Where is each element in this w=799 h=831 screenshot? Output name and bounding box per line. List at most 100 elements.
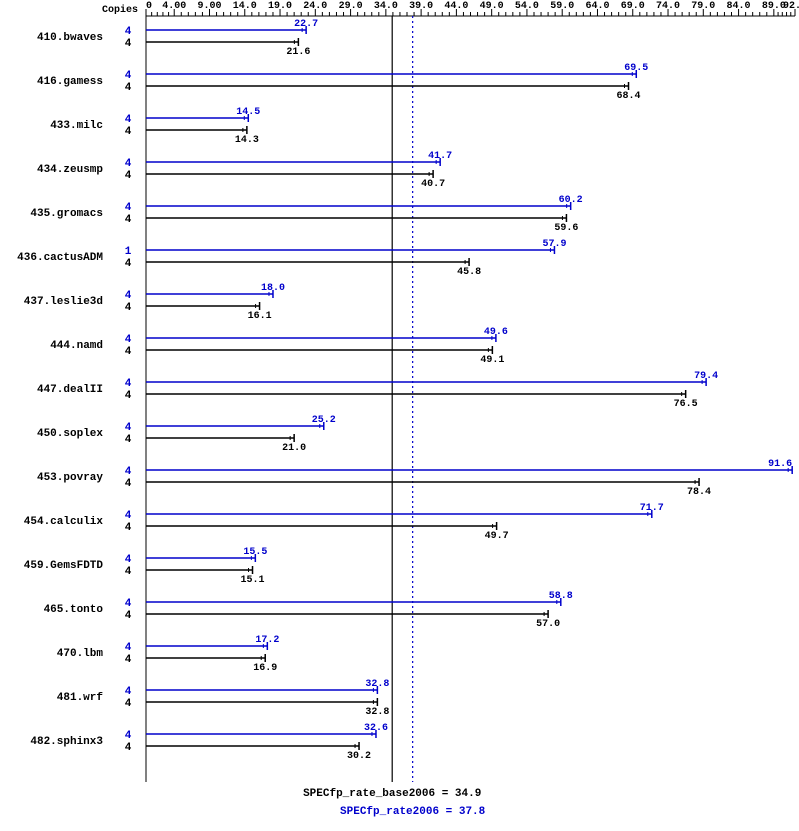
base-value: 15.1	[241, 575, 265, 586]
benchmark-label: 465.tonto	[44, 604, 104, 616]
peak-value: 32.8	[365, 679, 389, 690]
copies-header: Copies	[102, 4, 138, 16]
x-tick-label: 19.0	[268, 1, 292, 12]
x-tick-label: 92.0	[783, 1, 799, 12]
x-tick-label: 69.0	[621, 1, 645, 12]
benchmark-label: 450.soplex	[37, 428, 103, 440]
x-tick-label: 39.0	[409, 1, 433, 12]
copies-base: 4	[125, 478, 132, 490]
reference-label: SPECfp_rate2006 = 37.8	[340, 806, 486, 818]
x-tick-label: 74.0	[656, 1, 680, 12]
copies-peak: 4	[125, 334, 132, 346]
peak-value: 69.5	[624, 63, 648, 74]
peak-value: 71.7	[640, 503, 664, 514]
benchmark-label: 453.povray	[37, 472, 103, 484]
benchmark-label: 433.milc	[50, 120, 103, 132]
benchmark-label: 436.cactusADM	[17, 252, 103, 264]
benchmark-label: 410.bwaves	[37, 32, 103, 44]
copies-base: 4	[125, 390, 132, 402]
x-tick-label: 79.0	[691, 1, 715, 12]
peak-value: 17.2	[255, 635, 279, 646]
peak-value: 14.5	[236, 107, 260, 118]
copies-peak: 4	[125, 730, 132, 742]
copies-base: 4	[125, 522, 132, 534]
base-value: 49.7	[485, 531, 509, 542]
copies-peak: 4	[125, 554, 132, 566]
copies-peak: 4	[125, 290, 132, 302]
copies-peak: 4	[125, 70, 132, 82]
base-value: 57.0	[536, 619, 560, 630]
spec-chart: 04.009.0014.019.024.029.034.039.044.049.…	[0, 0, 799, 831]
peak-value: 22.7	[294, 19, 318, 30]
chart-svg: 04.009.0014.019.024.029.034.039.044.049.…	[0, 0, 799, 831]
copies-base: 4	[125, 434, 132, 446]
peak-value: 91.6	[768, 459, 792, 470]
copies-peak: 4	[125, 598, 132, 610]
base-value: 16.9	[253, 663, 277, 674]
copies-peak: 4	[125, 158, 132, 170]
benchmark-label: 416.gamess	[37, 76, 103, 88]
copies-peak: 1	[125, 246, 132, 258]
x-tick-label: 59.0	[550, 1, 574, 12]
copies-base: 4	[125, 126, 132, 138]
x-tick-label: 49.0	[480, 1, 504, 12]
peak-value: 41.7	[428, 151, 452, 162]
copies-peak: 4	[125, 686, 132, 698]
base-value: 68.4	[617, 91, 641, 102]
copies-peak: 4	[125, 510, 132, 522]
copies-base: 4	[125, 214, 132, 226]
base-value: 30.2	[347, 751, 371, 762]
copies-base: 4	[125, 170, 132, 182]
benchmark-label: 481.wrf	[57, 692, 104, 704]
benchmark-label: 444.namd	[50, 340, 103, 352]
x-tick-label: 64.0	[585, 1, 609, 12]
benchmark-label: 437.leslie3d	[24, 296, 103, 308]
x-tick-label: 29.0	[339, 1, 363, 12]
x-tick-label: 44.0	[444, 1, 468, 12]
base-value: 49.1	[480, 355, 504, 366]
peak-value: 32.6	[364, 723, 388, 734]
copies-base: 4	[125, 302, 132, 314]
peak-value: 15.5	[243, 547, 267, 558]
copies-base: 4	[125, 698, 132, 710]
base-value: 14.3	[235, 135, 259, 146]
benchmark-label: 482.sphinx3	[30, 736, 103, 748]
peak-value: 79.4	[694, 371, 718, 382]
base-value: 40.7	[421, 179, 445, 190]
copies-peak: 4	[125, 378, 132, 390]
x-tick-label: 9.00	[197, 1, 221, 12]
benchmark-label: 470.lbm	[57, 648, 104, 660]
base-value: 21.0	[282, 443, 306, 454]
peak-value: 18.0	[261, 283, 285, 294]
copies-base: 4	[125, 566, 132, 578]
base-value: 59.6	[554, 223, 578, 234]
copies-peak: 4	[125, 202, 132, 214]
copies-base: 4	[125, 258, 132, 270]
copies-peak: 4	[125, 422, 132, 434]
x-tick-label: 54.0	[515, 1, 539, 12]
peak-value: 58.8	[549, 591, 573, 602]
copies-base: 4	[125, 742, 132, 754]
benchmark-label: 434.zeusmp	[37, 164, 103, 176]
base-value: 32.8	[365, 707, 389, 718]
copies-base: 4	[125, 610, 132, 622]
copies-peak: 4	[125, 466, 132, 478]
benchmark-label: 459.GemsFDTD	[24, 560, 104, 572]
peak-value: 60.2	[559, 195, 583, 206]
base-value: 16.1	[248, 311, 272, 322]
copies-base: 4	[125, 654, 132, 666]
copies-peak: 4	[125, 26, 132, 38]
base-value: 78.4	[687, 487, 711, 498]
benchmark-label: 435.gromacs	[30, 208, 103, 220]
base-value: 45.8	[457, 267, 481, 278]
copies-base: 4	[125, 82, 132, 94]
copies-base: 4	[125, 38, 132, 50]
copies-peak: 4	[125, 642, 132, 654]
x-tick-label: 34.0	[374, 1, 398, 12]
peak-value: 49.6	[484, 327, 508, 338]
reference-label: SPECfp_rate_base2006 = 34.9	[303, 788, 481, 800]
x-tick-label: 24.0	[303, 1, 327, 12]
x-tick-label: 84.0	[727, 1, 751, 12]
peak-value: 57.9	[542, 239, 566, 250]
base-value: 21.6	[286, 47, 310, 58]
